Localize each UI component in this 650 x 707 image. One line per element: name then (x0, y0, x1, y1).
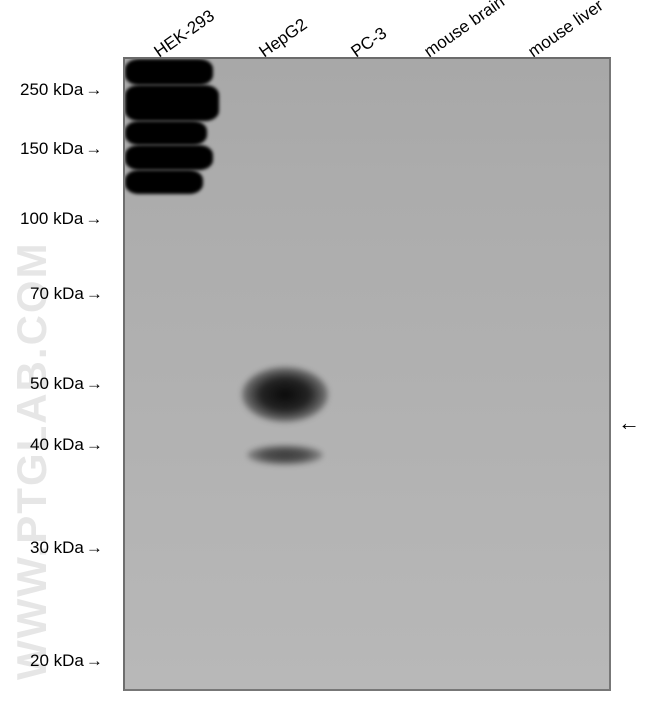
marker-arrow-icon: → (86, 374, 103, 394)
band-hepg2-lower-smear (247, 445, 323, 465)
lane-label-hek293: HEK-293 (151, 6, 219, 62)
marker-label-text: 20 kDa (30, 651, 84, 670)
marker-label-text: 30 kDa (30, 538, 84, 557)
marker-arrow-icon: → (86, 651, 103, 671)
marker-100: 100 kDa→ (20, 209, 102, 229)
marker-arrow-icon: → (85, 80, 102, 100)
band-hepg2-upper-smear (242, 367, 328, 422)
lane-label-mouse-brain: mouse brain (421, 0, 509, 62)
target-band-arrow-icon: ← (618, 410, 640, 436)
marker-arrow-icon: → (86, 538, 103, 558)
lane-label-mouse-liver: mouse liver (525, 0, 608, 62)
marker-30: 30 kDa→ (30, 538, 103, 558)
marker-label-text: 50 kDa (30, 374, 84, 393)
band-mouse-brain (125, 145, 213, 170)
marker-label-text: 250 kDa (20, 80, 83, 99)
marker-70: 70 kDa→ (30, 284, 103, 304)
marker-arrow-icon: → (86, 284, 103, 304)
marker-label-text: 150 kDa (20, 139, 83, 158)
marker-250: 250 kDa→ (20, 80, 102, 100)
marker-arrow-icon: → (85, 139, 102, 159)
band-pc3 (125, 121, 207, 145)
band-hepg2 (125, 85, 219, 121)
marker-arrow-icon: → (85, 209, 102, 229)
western-blot-image (123, 57, 611, 691)
marker-label-text: 40 kDa (30, 435, 84, 454)
marker-arrow-icon: → (86, 435, 103, 455)
marker-40: 40 kDa→ (30, 435, 103, 455)
figure-container: WWW.PTGLAB.COM 250 kDa→ 150 kDa→ 100 kDa… (0, 0, 650, 707)
marker-50: 50 kDa→ (30, 374, 103, 394)
marker-label-text: 70 kDa (30, 284, 84, 303)
band-hek293 (125, 59, 213, 85)
lane-label-hepg2: HepG2 (256, 15, 312, 62)
marker-150: 150 kDa→ (20, 139, 102, 159)
band-mouse-liver (125, 170, 203, 194)
marker-label-text: 100 kDa (20, 209, 83, 228)
marker-20: 20 kDa→ (30, 651, 103, 671)
